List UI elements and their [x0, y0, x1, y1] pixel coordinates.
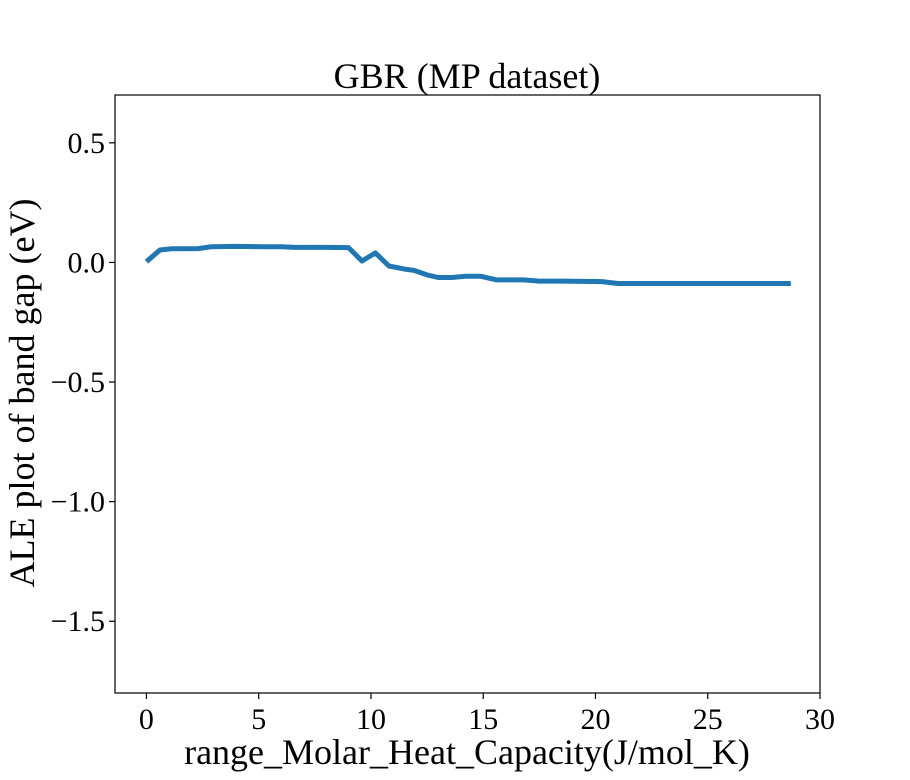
plot-area — [144, 243, 791, 286]
y-tick-label: 0.0 — [68, 246, 106, 279]
x-tick-label: 30 — [805, 703, 835, 736]
y-tick-label: −0.5 — [51, 366, 105, 399]
x-tick-label: 5 — [251, 703, 266, 736]
x-tick-label: 0 — [139, 703, 154, 736]
series-line-0 — [144, 243, 791, 286]
x-axis: 0 5 10 15 20 25 30 — [139, 693, 835, 736]
x-tick-label: 15 — [468, 703, 498, 736]
y-tick-label: −1.0 — [51, 486, 105, 519]
x-tick-label: 20 — [580, 703, 610, 736]
y-tick-label: −1.5 — [51, 605, 105, 638]
y-tick-label: 0.5 — [68, 127, 106, 160]
plot-frame — [114, 94, 821, 694]
x-tick-label: 10 — [356, 703, 386, 736]
chart-title: GBR (MP dataset) — [334, 56, 601, 96]
y-axis: 0.5 0.0 −0.5 −1.0 −1.5 — [51, 127, 115, 638]
x-tick-label: 25 — [693, 703, 723, 736]
y-axis-title: ALE plot of band gap (eV) — [2, 199, 42, 588]
x-axis-title: range_Molar_Heat_Capacity(J/mol_K) — [184, 732, 750, 772]
